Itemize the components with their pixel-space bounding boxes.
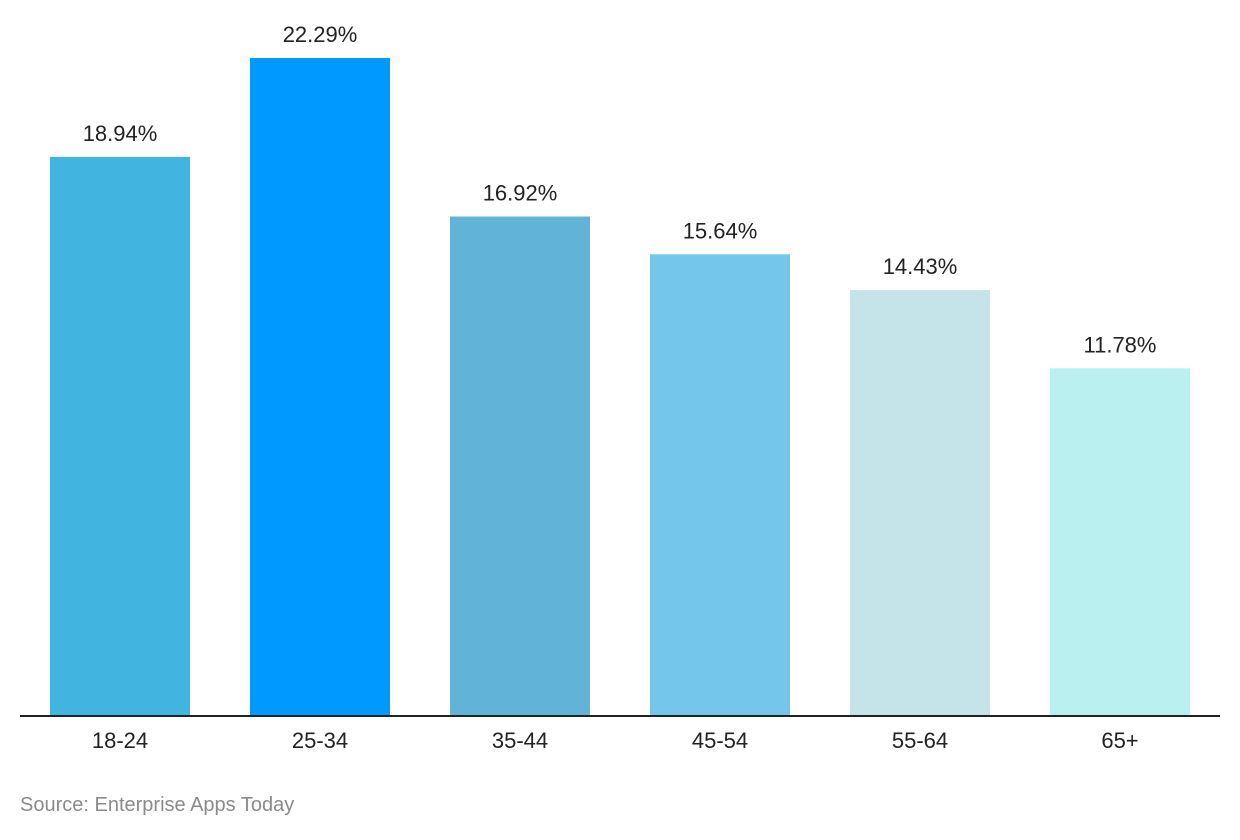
x-tick-labels-layer: 18-24 25-34 35-44 45-54 55-64 65+ (92, 728, 1139, 753)
value-label-65+: 11.78% (1084, 332, 1157, 357)
bar-45-54 (650, 254, 790, 717)
x-tick-label-18-24: 18-24 (92, 728, 148, 753)
value-label-45-54: 15.64% (683, 218, 758, 243)
bar-25-34 (250, 58, 390, 716)
bar-65+ (1050, 368, 1190, 716)
x-tick-label-65+: 65+ (1101, 728, 1138, 753)
x-tick-label-35-44: 35-44 (492, 728, 548, 753)
bar-35-44 (450, 216, 590, 716)
source-note: Source: Enterprise Apps Today (20, 794, 295, 816)
value-label-35-44: 16.92% (483, 181, 558, 206)
value-label-55-64: 14.43% (883, 254, 958, 279)
x-tick-label-55-64: 55-64 (892, 728, 948, 753)
bar-55-64 (850, 290, 990, 716)
value-labels-layer: 18.94% 22.29% 16.92% 15.64% 14.43% 11.78% (83, 22, 1157, 357)
x-tick-label-45-54: 45-54 (692, 728, 748, 753)
bar-18-24 (50, 156, 190, 717)
x-tick-label-25-34: 25-34 (292, 728, 348, 753)
value-label-18-24: 18.94% (83, 121, 158, 146)
bars-layer (50, 58, 1190, 717)
value-label-25-34: 22.29% (283, 22, 358, 47)
